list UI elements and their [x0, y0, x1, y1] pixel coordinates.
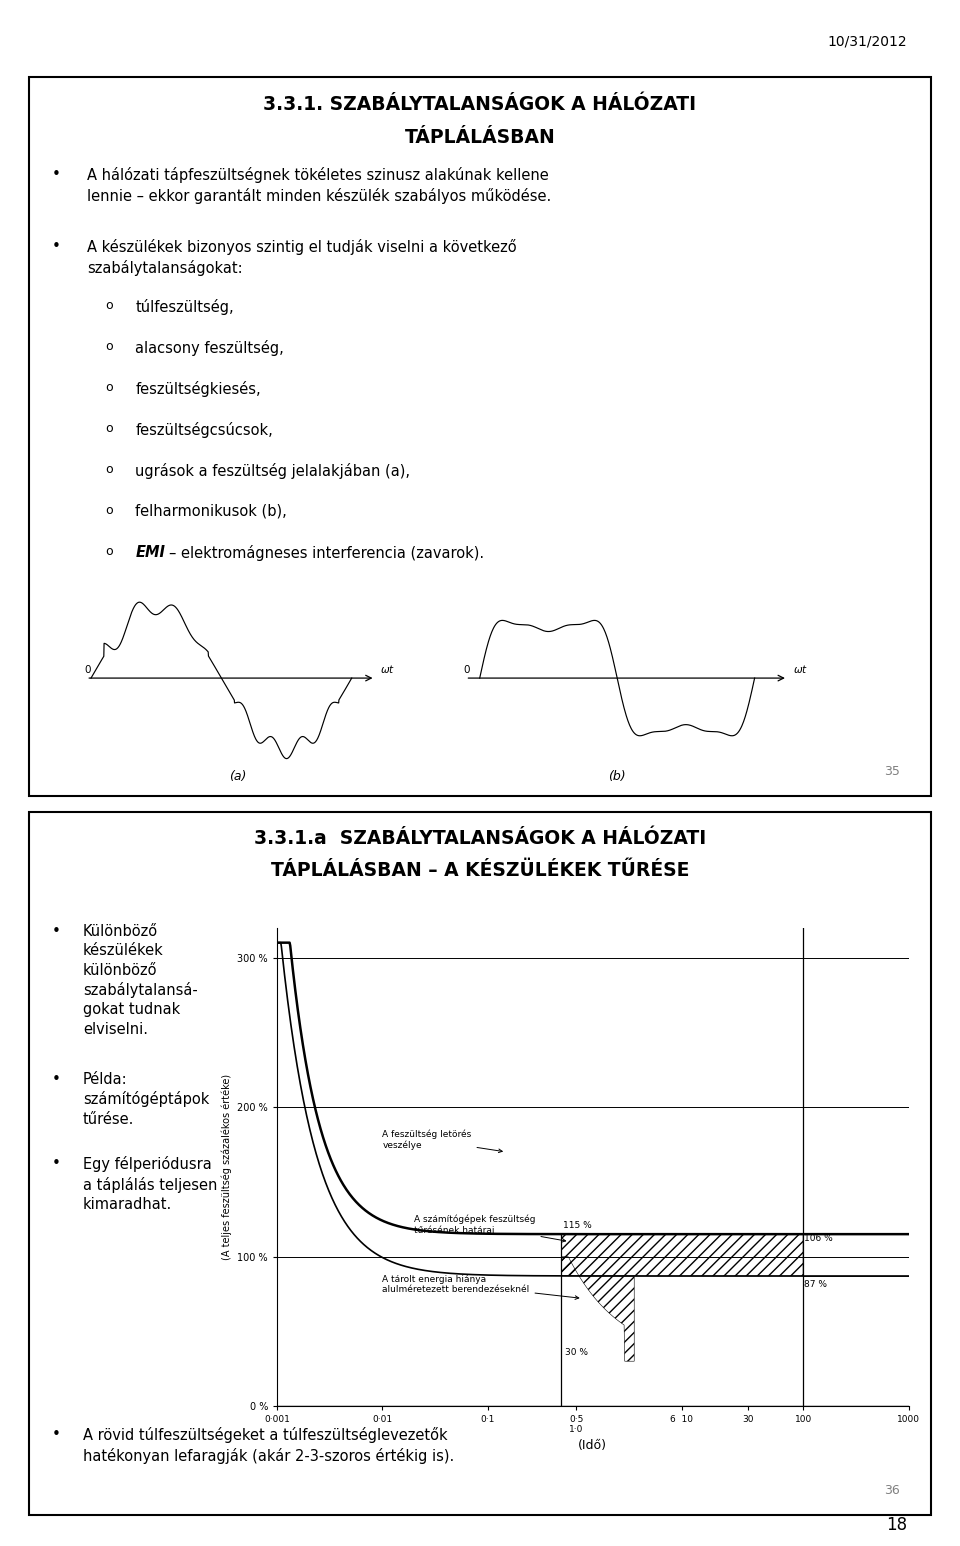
Text: feszültségkiesés,: feszültségkiesés, — [135, 380, 261, 397]
Text: felharmonikusok (b),: felharmonikusok (b), — [135, 504, 287, 518]
X-axis label: (Idő): (Idő) — [578, 1439, 608, 1452]
Text: A hálózati tápfeszültségnek tökéletes szinusz alakúnak kellene
lennie – ekkor ga: A hálózati tápfeszültségnek tökéletes sz… — [87, 167, 552, 204]
Text: 18: 18 — [886, 1515, 907, 1534]
Text: o: o — [106, 340, 113, 352]
Text: o: o — [106, 462, 113, 476]
Text: o: o — [106, 298, 113, 312]
Text: 30 %: 30 % — [565, 1348, 588, 1357]
Y-axis label: (A teljes feszültség százalékos értéke): (A teljes feszültség százalékos értéke) — [221, 1074, 231, 1260]
Text: 106 %: 106 % — [804, 1234, 833, 1243]
Text: túlfeszültség,: túlfeszültség, — [135, 298, 234, 315]
Text: 3.3.1.a  SZABÁLYTALANSÁGOK A HÁLÓZATI: 3.3.1.a SZABÁLYTALANSÁGOK A HÁLÓZATI — [253, 829, 707, 849]
Text: 115 %: 115 % — [563, 1221, 591, 1229]
Text: (a): (a) — [229, 770, 247, 782]
Text: TÁPLÁLÁSBAN: TÁPLÁLÁSBAN — [404, 128, 556, 147]
Text: 35: 35 — [884, 765, 900, 778]
Text: o: o — [106, 504, 113, 516]
Text: A rövid túlfeszültségeket a túlfeszültséglevezetők
hatékonyan lefaragják (akár 2: A rövid túlfeszültségeket a túlfeszültsé… — [83, 1427, 454, 1464]
Text: A számítógépek feszültség
tűrésének határai: A számítógépek feszültség tűrésének hatá… — [414, 1215, 565, 1241]
Text: 0: 0 — [84, 665, 90, 676]
Text: 10/31/2012: 10/31/2012 — [828, 34, 907, 48]
Text: •: • — [52, 925, 60, 940]
Text: 0: 0 — [463, 665, 469, 676]
Text: o: o — [106, 544, 113, 558]
Text: $\omega t$: $\omega t$ — [793, 663, 807, 674]
Text: 3.3.1. SZABÁLYTALANSÁGOK A HÁLÓZATI: 3.3.1. SZABÁLYTALANSÁGOK A HÁLÓZATI — [263, 96, 697, 114]
Text: A készülékek bizonyos szintig el tudják viselni a következő
szabálytalanságokat:: A készülékek bizonyos szintig el tudják … — [87, 240, 517, 277]
Text: •: • — [52, 167, 60, 182]
Text: – elektromágneses interferencia (zavarok).: – elektromágneses interferencia (zavarok… — [169, 544, 484, 561]
Text: A feszültség letörés
veszélye: A feszültség letörés veszélye — [382, 1130, 502, 1153]
FancyBboxPatch shape — [29, 812, 931, 1515]
Text: A tárolt energia hiánya
alulméretezett berendezéseknél: A tárolt energia hiánya alulméretezett b… — [382, 1274, 579, 1299]
Text: $\omega t$: $\omega t$ — [380, 663, 396, 674]
Text: 36: 36 — [884, 1484, 900, 1498]
Text: o: o — [106, 380, 113, 394]
Text: o: o — [106, 422, 113, 434]
Text: ugrások a feszültség jelalakjában (a),: ugrások a feszültség jelalakjában (a), — [135, 462, 410, 479]
Text: Különböző
készülékek
különböző
szabálytalansá-
gokat tudnak
elviselni.: Különböző készülékek különböző szabályta… — [83, 925, 198, 1036]
Text: EMI: EMI — [135, 544, 165, 560]
Text: •: • — [52, 1156, 60, 1172]
Text: •: • — [52, 1071, 60, 1087]
Text: TÁPLÁLÁSBAN – A KÉSZÜLÉKEK TŰRÉSE: TÁPLÁLÁSBAN – A KÉSZÜLÉKEK TŰRÉSE — [271, 861, 689, 880]
Text: feszültségcsúcsok,: feszültségcsúcsok, — [135, 422, 273, 438]
Text: Egy félperiódusra
a táplálás teljesen
kimaradhat.: Egy félperiódusra a táplálás teljesen ki… — [83, 1156, 217, 1212]
Text: Példa:
számítógéptápok
tűrése.: Példa: számítógéptápok tűrése. — [83, 1071, 209, 1127]
Text: •: • — [52, 1427, 60, 1442]
Text: (b): (b) — [609, 770, 626, 782]
FancyBboxPatch shape — [29, 77, 931, 796]
Text: 87 %: 87 % — [804, 1280, 828, 1289]
Text: alacsony feszültség,: alacsony feszültség, — [135, 340, 284, 356]
Text: •: • — [52, 240, 60, 254]
